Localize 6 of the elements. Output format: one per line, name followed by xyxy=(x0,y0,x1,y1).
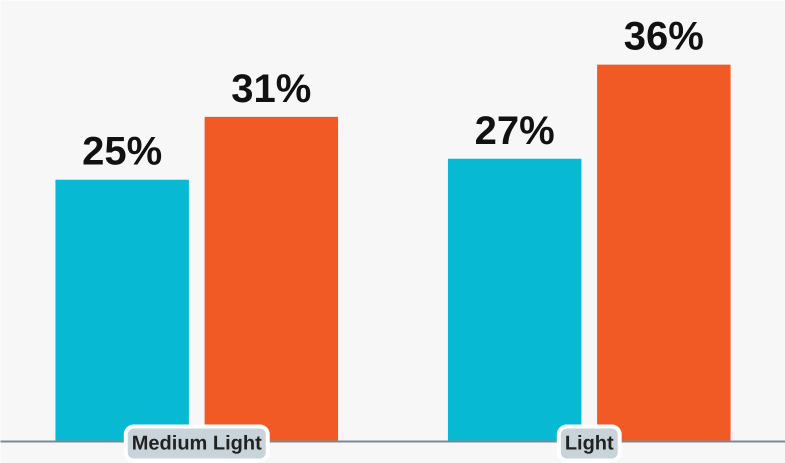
data-label: 25% xyxy=(82,130,162,174)
data-label: 27% xyxy=(474,108,555,153)
data-label: 36% xyxy=(624,14,704,59)
data-label: 31% xyxy=(231,66,312,111)
x-tick-label: Light xyxy=(564,432,614,454)
x-tick-label: Medium Light xyxy=(132,432,262,454)
